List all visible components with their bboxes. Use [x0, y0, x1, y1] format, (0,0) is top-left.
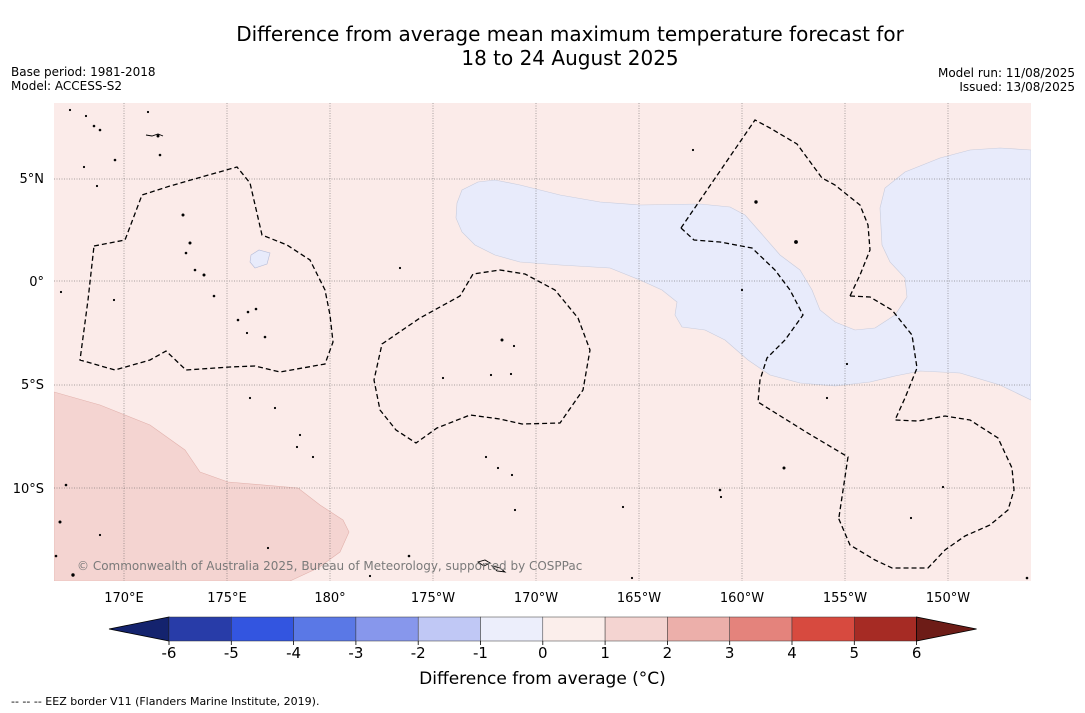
- eez-kiribati-line: [680, 119, 871, 297]
- title-line-1: Difference from average mean maximum tem…: [236, 22, 904, 46]
- colorbar-segment: [729, 616, 793, 642]
- model-info: Base period: 1981-2018 Model: ACCESS-S2: [11, 65, 156, 93]
- colorbar-segment: [791, 616, 855, 642]
- model-name: Model: ACCESS-S2: [11, 79, 123, 93]
- eez-line-inner: [680, 227, 849, 518]
- colorbar-tick-label: -6: [162, 644, 177, 662]
- colorbar-tick-label: 2: [663, 644, 673, 662]
- issued-date: Issued: 13/08/2025: [959, 80, 1075, 94]
- colorbar: -6 -5 -4 -3 -2 -1 0 1 2 3 4 5 6: [108, 616, 977, 662]
- colorbar-segment: [417, 616, 481, 642]
- colorbar-segment: [108, 616, 170, 642]
- colorbar-segment: [293, 616, 357, 642]
- colorbar-segment: [231, 616, 294, 642]
- eez-kiribati-gilbert: [79, 166, 334, 373]
- colorbar-tick-label: 6: [912, 644, 922, 662]
- colorbar-segment: [916, 616, 977, 642]
- copyright-notice: © Commonwealth of Australia 2025, Bureau…: [77, 559, 582, 573]
- lon-label-160w: 160°W: [720, 591, 764, 606]
- eez-kiribati-phoenix: [373, 269, 591, 444]
- title-line-2: 18 to 24 August 2025: [461, 46, 679, 70]
- colorbar-tick-label: 0: [538, 644, 548, 662]
- lon-label-170e: 170°E: [104, 591, 144, 606]
- lon-label-175e: 175°E: [207, 591, 247, 606]
- anomaly-1-to-2-area: [54, 391, 350, 581]
- colorbar-tick-label: -1: [473, 644, 488, 662]
- eez-footnote: -- -- -- EEZ border V11 (Flanders Marine…: [11, 695, 320, 708]
- lat-label-0: 0°: [29, 275, 44, 290]
- lon-label-150w: 150°W: [926, 591, 970, 606]
- island-outlines: [145, 133, 507, 573]
- colorbar-tick-label: 5: [850, 644, 860, 662]
- colorbar-tick-label: -4: [286, 644, 301, 662]
- longitude-labels: 170°E 175°E 180° 175°W 170°W 165°W 160°W…: [104, 591, 970, 606]
- base-period: Base period: 1981-2018: [11, 65, 156, 79]
- lat-label-10s: 10°S: [13, 482, 44, 497]
- lon-label-165w: 165°W: [617, 591, 661, 606]
- colorbar-label: Difference from average (°C): [419, 669, 666, 689]
- colorbar-tick-label: -3: [348, 644, 363, 662]
- colorbar-segment: [667, 616, 730, 642]
- lon-label-175w: 175°W: [411, 591, 455, 606]
- eez-borders: [79, 119, 1015, 569]
- colorbar-tick-label: -5: [224, 644, 239, 662]
- colorbar-tick-label: 4: [787, 644, 797, 662]
- colorbar-segment: [542, 616, 606, 642]
- colorbar-segment: [355, 616, 419, 642]
- colorbar-tick-label: 1: [600, 644, 610, 662]
- model-run: Model run: 11/08/2025: [937, 66, 1075, 80]
- islands: [54, 108, 1029, 580]
- colorbar-tick-label: 3: [725, 644, 735, 662]
- colorbar-segment: [604, 616, 668, 642]
- run-info: Model run: 11/08/2025 Issued: 13/08/2025: [938, 66, 1075, 94]
- colorbar-segment: [480, 616, 544, 642]
- colorbar-segment: [854, 616, 917, 642]
- colorbar-segment: [168, 616, 232, 642]
- lon-label-170w: 170°W: [514, 591, 558, 606]
- colorbar-tick-label: -2: [411, 644, 426, 662]
- anomaly-minus1-to-0-area: [455, 147, 1031, 401]
- lon-label-180: 180°: [314, 591, 345, 606]
- small-cool-patch: [249, 249, 271, 269]
- lat-label-5n: 5°N: [20, 172, 45, 187]
- graticule: [54, 103, 1031, 581]
- lat-label-5s: 5°S: [21, 378, 44, 393]
- latitude-labels: 5°N 0° 5°S 10°S: [13, 172, 44, 497]
- lon-label-155w: 155°W: [823, 591, 867, 606]
- map-title: Difference from average mean maximum tem…: [0, 22, 1085, 70]
